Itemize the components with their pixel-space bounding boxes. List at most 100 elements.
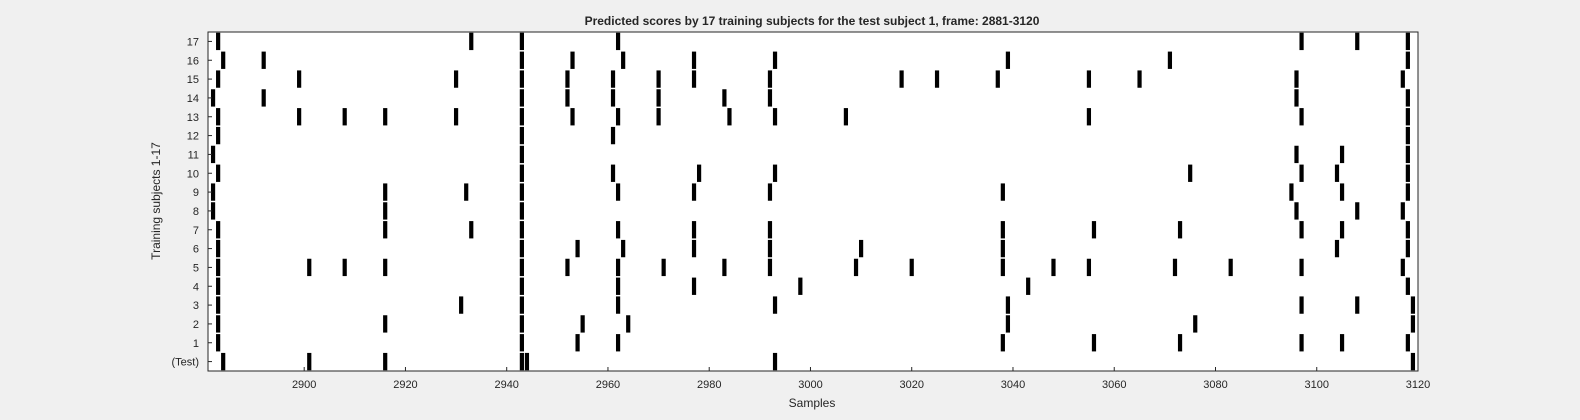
event-bar-row-15-15: [1400, 70, 1405, 88]
event-bar-row-12-3: [1405, 126, 1410, 145]
y-tick-label: 9: [193, 187, 199, 199]
event-bar-row-3-3: [615, 296, 621, 314]
event-bar-row-14-0: [210, 89, 216, 107]
event-bar-row-15-3: [519, 70, 524, 88]
event-bar-row-3-1: [459, 296, 464, 314]
event-bar-row-3-6: [1299, 296, 1304, 314]
x-tick-label: 2980: [697, 379, 721, 391]
event-bar-row-4-3: [691, 277, 697, 295]
event-bar-row-5-10: [853, 258, 859, 277]
event-bar-row-5-2: [342, 258, 347, 277]
event-bar-row-0-3: [519, 352, 524, 371]
event-bar-row-14-1: [261, 89, 266, 107]
event-bar-row-13-2: [342, 108, 347, 126]
chart-title: Predicted scores by 17 training subjects…: [585, 14, 1040, 28]
event-bar-row-16-0: [221, 51, 226, 69]
event-bar-row-6-8: [1334, 239, 1340, 258]
event-bar-row-5-17: [1299, 258, 1304, 277]
event-bar-row-5-12: [1000, 258, 1005, 277]
event-bar-row-17-3: [615, 32, 621, 51]
event-bar-row-17-0: [216, 32, 221, 51]
event-bar-row-7-0: [216, 221, 221, 239]
event-bar-row-1-6: [1177, 334, 1183, 352]
event-bar-row-5-6: [615, 258, 621, 277]
event-bar-row-9-2: [464, 183, 469, 201]
event-bar-row-0-4: [524, 352, 530, 371]
event-bar-row-5-7: [661, 258, 666, 277]
event-bar-row-1-1: [519, 334, 524, 352]
event-bar-row-7-3: [519, 221, 524, 239]
event-bar-row-12-2: [610, 126, 616, 145]
y-tick-label: 5: [193, 262, 199, 274]
event-bar-row-9-0: [210, 183, 216, 201]
event-bar-row-5-0: [216, 258, 221, 277]
event-bar-row-5-3: [383, 258, 388, 277]
event-bar-row-7-6: [767, 221, 773, 239]
event-bar-row-4-1: [519, 277, 524, 295]
y-tick-label: 13: [187, 112, 199, 124]
event-bar-row-6-1: [519, 239, 524, 258]
x-tick-label: 3120: [1406, 379, 1430, 391]
y-tick-label: 2: [193, 319, 199, 331]
event-bar-row-14-9: [1405, 89, 1410, 107]
event-bar-row-6-2: [575, 239, 580, 258]
event-bar-row-13-14: [1405, 108, 1410, 126]
event-bar-row-15-6: [656, 70, 661, 88]
event-bar-row-9-3: [519, 183, 524, 201]
event-bar-row-9-7: [1000, 183, 1005, 201]
event-bar-row-7-5: [691, 221, 697, 239]
event-bar-row-11-2: [1294, 145, 1299, 164]
y-tick-label: 6: [193, 244, 199, 256]
event-bar-row-1-7: [1299, 334, 1304, 352]
event-bar-row-5-14: [1086, 258, 1092, 277]
event-bar-row-13-5: [519, 108, 524, 126]
event-bar-row-0-6: [1410, 352, 1416, 371]
x-tick-label: 3080: [1203, 379, 1227, 391]
event-bar-row-15-8: [767, 70, 773, 88]
event-bar-row-2-7: [1410, 315, 1416, 333]
event-bar-row-9-5: [691, 183, 697, 201]
y-tick-label: (Test): [172, 357, 200, 369]
event-bar-row-4-0: [216, 277, 221, 295]
event-bar-row-17-6: [1405, 32, 1410, 51]
event-bar-row-16-8: [1167, 51, 1173, 69]
event-bar-row-16-2: [519, 51, 524, 69]
event-bar-row-13-4: [453, 108, 459, 126]
event-bar-row-8-3: [1294, 202, 1299, 220]
x-tick-label: 2940: [494, 379, 518, 391]
x-axis: 2900 2920 2940 2960 2980 3000 3020 3040 3060 3080…: [292, 367, 1430, 391]
event-bar-row-13-3: [383, 108, 388, 126]
event-bar-row-11-4: [1405, 145, 1410, 164]
event-bar-row-9-8: [1289, 183, 1294, 201]
y-tick-label: 11: [188, 149, 199, 161]
event-bar-row-9-4: [615, 183, 621, 201]
event-bar-row-0-5: [772, 352, 778, 371]
event-bar-row-14-7: [767, 89, 773, 107]
event-bar-row-9-9: [1339, 183, 1345, 201]
x-tick-label: 3020: [899, 379, 923, 391]
y-tick-label: 7: [193, 225, 199, 237]
event-bar-row-5-9: [767, 258, 773, 277]
event-bar-row-14-6: [722, 89, 727, 107]
x-tick-label: 2920: [393, 379, 417, 391]
event-bar-row-0-1: [307, 352, 312, 371]
event-bar-row-5-13: [1051, 258, 1056, 277]
event-bar-row-7-7: [1000, 221, 1005, 239]
event-bar-row-15-2: [453, 70, 459, 88]
event-bar-row-16-4: [621, 51, 626, 69]
event-bar-row-8-5: [1400, 202, 1405, 220]
event-bar-row-2-0: [216, 315, 221, 333]
event-bar-row-7-12: [1405, 221, 1410, 239]
event-bar-row-7-8: [1091, 221, 1097, 239]
event-bar-row-15-4: [565, 70, 570, 88]
event-bar-row-15-13: [1137, 70, 1142, 88]
event-bar-row-10-2: [610, 164, 616, 182]
event-bar-row-10-1: [519, 164, 524, 182]
event-bar-row-10-3: [696, 164, 702, 182]
x-tick-label: 3100: [1305, 379, 1329, 391]
event-bar-row-1-4: [1000, 334, 1005, 352]
event-bar-row-15-14: [1294, 70, 1299, 88]
event-bar-row-7-11: [1339, 221, 1345, 239]
